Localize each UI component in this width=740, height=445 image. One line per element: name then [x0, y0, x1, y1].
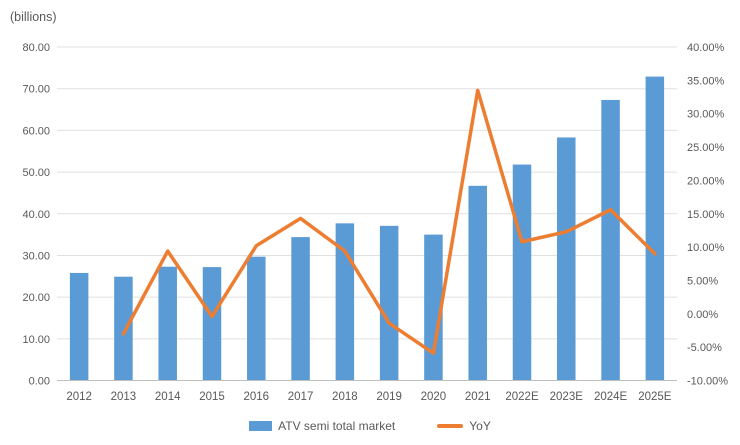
bar-2023E — [557, 137, 576, 381]
left-axis-tick-label: 60.00 — [22, 125, 50, 137]
bar-series-swatch — [249, 421, 273, 431]
left-axis-tick-label: 20.00 — [22, 292, 50, 304]
bar-2018 — [335, 223, 355, 381]
bar-2025E — [645, 76, 665, 381]
right-axis-tick-label: 15.00% — [687, 209, 725, 221]
left-axis-tick-label: 80.00 — [22, 42, 50, 54]
right-axis-tick-label: 5.00% — [687, 275, 718, 287]
bar-2015 — [202, 267, 222, 381]
legend-item-line-series: YoY — [437, 419, 491, 433]
right-axis-tick-label: 0.00% — [687, 309, 718, 321]
right-axis-tick-label: 20.00% — [687, 175, 725, 187]
x-axis-category-label: 2023E — [550, 391, 584, 403]
x-axis-category-label: 2019 — [376, 391, 402, 403]
right-axis-tick-label: 30.00% — [687, 109, 725, 121]
x-axis-category-label: 2016 — [243, 391, 269, 403]
right-axis-tick-label: 10.00% — [687, 242, 725, 254]
x-axis-category-label: 2024E — [594, 391, 628, 403]
bar-2017 — [291, 237, 310, 381]
bar-2024E — [601, 99, 620, 381]
bar-2020 — [424, 234, 443, 381]
right-axis-tick-label: -5.00% — [687, 342, 722, 354]
bar-2014 — [158, 266, 177, 381]
left-axis-tick-label: 50.00 — [22, 167, 50, 179]
x-axis-category-label: 2014 — [155, 391, 181, 403]
left-axis-tick-label: 10.00 — [22, 334, 50, 346]
right-axis-tick-label: 25.00% — [687, 142, 725, 154]
right-axis-tick-label: -10.00% — [687, 376, 728, 388]
x-axis-category-label: 2013 — [111, 391, 137, 403]
bar-series-label: ATV semi total market — [278, 419, 396, 433]
legend-item-bar-series: ATV semi total market — [249, 419, 395, 433]
bar-2022E — [512, 164, 532, 381]
x-axis-category-label: 2025E — [638, 391, 672, 403]
left-axis-tick-label: 30.00 — [22, 250, 50, 262]
line-series-label: YoY — [469, 419, 491, 433]
bar-2013 — [114, 276, 133, 381]
left-axis-tick-label: 0.00 — [29, 376, 50, 388]
x-axis-category-label: 2017 — [288, 391, 314, 403]
line-series-swatch — [437, 424, 464, 428]
bar-2021 — [468, 185, 487, 381]
x-axis-category-label: 2015 — [199, 391, 225, 403]
chart-canvas: 80.00 70.00 60.00 50.00 40.00 30.00 20.00 10.00… — [22, 42, 728, 403]
left-axis-tick-label: 70.00 — [22, 84, 50, 96]
left-axis-units-label: (billions) — [10, 10, 57, 24]
bar-2019 — [379, 225, 399, 381]
x-axis-category-label: 2012 — [66, 391, 92, 403]
right-axis-tick-label: 40.00% — [687, 42, 725, 54]
right-axis-tick-label: 35.00% — [687, 75, 725, 87]
x-axis-category-label: 2018 — [332, 391, 358, 403]
yoy-line — [121, 88, 657, 355]
x-axis-category-label: 2022E — [505, 391, 539, 403]
chart-legend: ATV semi total market YoY — [0, 415, 740, 437]
bar-2012 — [69, 272, 89, 381]
left-axis-tick-label: 40.00 — [22, 209, 50, 221]
x-axis-category-label: 2021 — [465, 391, 491, 403]
x-axis-category-label: 2020 — [421, 391, 447, 403]
bar-2016 — [247, 256, 266, 381]
